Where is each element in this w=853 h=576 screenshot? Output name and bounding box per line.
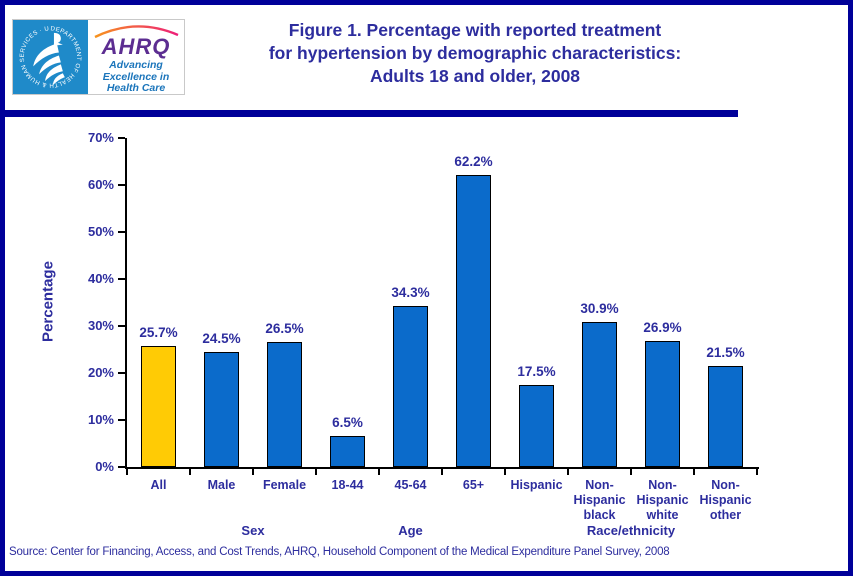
y-tick-label: 70%	[87, 130, 114, 145]
x-category-label: 45-64	[394, 478, 427, 492]
bar-value-label: 34.3%	[391, 285, 430, 300]
bar	[708, 366, 743, 467]
bar-value-label: 21.5%	[706, 345, 745, 360]
header-divider	[5, 110, 738, 117]
tagline-line: Excellence in	[102, 70, 170, 83]
bar	[456, 175, 491, 467]
x-tick	[126, 469, 128, 475]
bar	[645, 341, 680, 467]
bar	[330, 436, 365, 467]
x-category-label: All	[150, 478, 167, 492]
y-tick	[118, 466, 125, 468]
x-category-label: Male	[207, 478, 236, 492]
bar	[582, 322, 617, 467]
y-tick-label: 0%	[95, 459, 114, 474]
plot-area: 0% 10% 20% 30% 40% 50% 60% 70% 25.7% All 24.5% Male…	[88, 130, 759, 538]
ahrq-arc-icon	[94, 25, 179, 39]
x-category-label: Hispanic	[510, 478, 563, 492]
x-tick	[441, 469, 443, 475]
bar-value-label: 17.5%	[517, 364, 556, 379]
bar	[519, 385, 554, 467]
axis-group-label: Race/ethnicity	[586, 523, 676, 538]
bar	[267, 342, 302, 467]
y-tick-label: 30%	[87, 318, 114, 333]
x-category-label: Non- Hispanic other	[699, 478, 752, 522]
hhs-seal: DEPARTMENT OF HEALTH & HUMAN SERVICES · …	[11, 15, 88, 94]
bar	[393, 306, 428, 467]
y-tick-label: 10%	[87, 412, 114, 427]
bar	[204, 352, 239, 467]
figure-title-line: Adults 18 and older, 2008	[369, 66, 581, 86]
x-category-label: 65+	[462, 478, 485, 492]
tagline-line: Advancing	[109, 59, 163, 71]
x-category-label: Non- Hispanic black	[573, 478, 626, 522]
x-tick	[378, 469, 380, 475]
y-tick	[118, 372, 125, 374]
source-note: Source: Center for Financing, Access, an…	[9, 546, 670, 558]
y-axis-title: Percentage	[39, 261, 57, 342]
x-category-label: Female	[262, 478, 307, 492]
bar-value-label: 62.2%	[454, 154, 493, 169]
ahrq-tagline: Advancing Excellence in Health Care	[88, 59, 184, 95]
x-tick	[567, 469, 569, 475]
y-tick	[118, 137, 125, 139]
x-tick	[189, 469, 191, 475]
x-axis-line	[125, 467, 759, 469]
y-tick-label: 60%	[87, 177, 114, 192]
y-tick-label: 20%	[87, 365, 114, 380]
tagline-line: Health Care	[106, 82, 166, 94]
y-tick	[118, 278, 125, 280]
x-category-label: 18-44	[331, 478, 364, 492]
x-tick	[504, 469, 506, 475]
bar-value-label: 26.5%	[265, 321, 304, 336]
bar-value-label: 26.9%	[643, 320, 682, 335]
x-tick	[315, 469, 317, 475]
ahrq-logo: AHRQ Advancing Excellence in Health Care	[88, 20, 184, 94]
y-axis-line	[125, 138, 127, 469]
bar-value-label: 30.9%	[580, 301, 619, 316]
y-tick	[118, 184, 125, 186]
y-tick	[118, 325, 125, 327]
x-tick	[756, 469, 758, 475]
y-tick-label: 40%	[87, 271, 114, 286]
bar	[141, 346, 176, 467]
x-tick	[630, 469, 632, 475]
figure-title-line: Figure 1. Percentage with reported treat…	[288, 20, 662, 40]
axis-group-label: Age	[398, 523, 423, 538]
bar-value-label: 6.5%	[332, 415, 363, 430]
figure-title-line: for hypertension by demographic characte…	[268, 43, 682, 63]
hhs-eagle-icon: DEPARTMENT OF HEALTH & HUMAN SERVICES · …	[11, 15, 82, 89]
x-tick	[693, 469, 695, 475]
ahrq-wordmark: AHRQ	[101, 34, 171, 59]
x-category-label: Non- Hispanic white	[636, 478, 689, 522]
y-tick	[118, 419, 125, 421]
bar-value-label: 25.7%	[139, 325, 178, 340]
y-tick	[118, 231, 125, 233]
figure-title: Figure 1. Percentage with reported treat…	[195, 19, 755, 88]
x-tick	[252, 469, 254, 475]
axis-group-label: Sex	[241, 523, 265, 538]
y-tick-label: 50%	[87, 224, 114, 239]
ahrq-hhs-logo: DEPARTMENT OF HEALTH & HUMAN SERVICES · …	[11, 15, 185, 95]
bar-value-label: 24.5%	[202, 331, 241, 346]
